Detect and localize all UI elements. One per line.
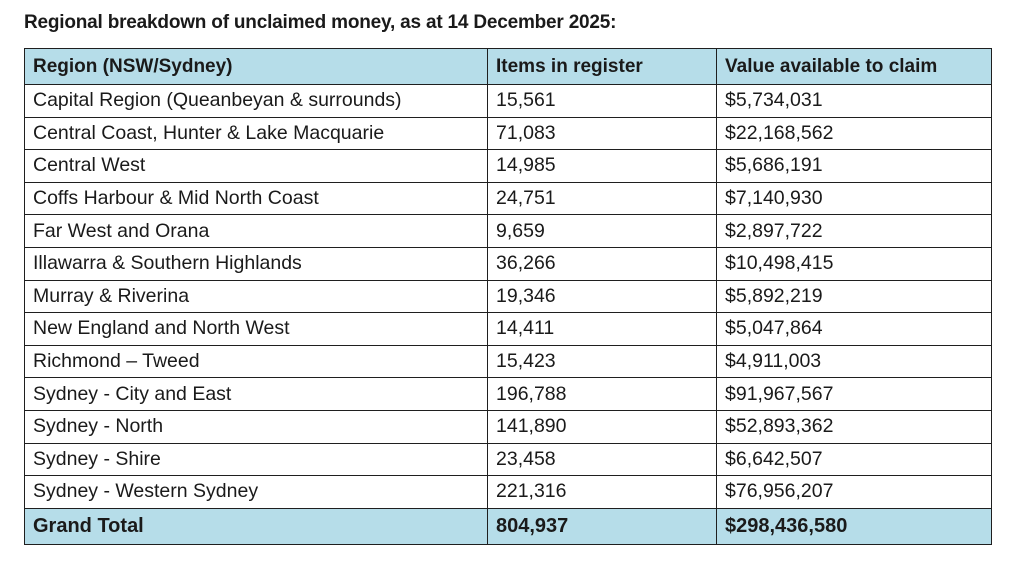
items-cell: 71,083 [487, 116, 717, 151]
items-cell: 19,346 [487, 279, 717, 314]
items-cell: 36,266 [487, 246, 717, 281]
table-row: Coffs Harbour & Mid North Coast 24,751 $… [24, 181, 992, 216]
items-cell: 23,458 [487, 442, 717, 477]
table-row: Sydney - Western Sydney 221,316 $76,956,… [24, 475, 992, 509]
table-row: Capital Region (Queanbeyan & surrounds) … [24, 84, 992, 118]
table-row: Sydney - North 141,890 $52,893,362 [24, 409, 992, 444]
value-cell: $52,893,362 [716, 409, 992, 444]
items-cell: 15,561 [487, 84, 717, 118]
items-cell: 15,423 [487, 344, 717, 379]
value-cell: $5,047,864 [716, 312, 992, 346]
table-caption: Regional breakdown of unclaimed money, a… [24, 12, 617, 33]
region-cell: Richmond – Tweed [24, 344, 488, 379]
value-cell: $22,168,562 [716, 116, 992, 151]
value-cell: $2,897,722 [716, 214, 992, 248]
region-cell: Illawarra & Southern Highlands [24, 246, 488, 281]
region-cell: Murray & Riverina [24, 279, 488, 314]
table-row: Central Coast, Hunter & Lake Macquarie 7… [24, 116, 992, 151]
items-cell: 14,411 [487, 312, 717, 346]
table-row: Illawarra & Southern Highlands 36,266 $1… [24, 246, 992, 281]
table-row: Far West and Orana 9,659 $2,897,722 [24, 214, 992, 248]
column-header-value: Value available to claim [716, 48, 992, 85]
region-cell: Central West [24, 149, 488, 183]
table-header: Region (NSW/Sydney) Items in register Va… [24, 48, 992, 85]
region-cell: Sydney - Shire [24, 442, 488, 477]
table-footer: Grand Total 804,937 $298,436,580 [24, 507, 992, 545]
grand-total-value: $298,436,580 [716, 507, 992, 545]
value-cell: $76,956,207 [716, 475, 992, 509]
table-row: Central West 14,985 $5,686,191 [24, 149, 992, 183]
value-cell: $91,967,567 [716, 377, 992, 411]
items-cell: 221,316 [487, 475, 717, 509]
items-cell: 9,659 [487, 214, 717, 248]
header-row: Region (NSW/Sydney) Items in register Va… [24, 48, 992, 85]
items-cell: 141,890 [487, 409, 717, 444]
unclaimed-money-table: Region (NSW/Sydney) Items in register Va… [24, 48, 992, 545]
table-row: Sydney - Shire 23,458 $6,642,507 [24, 442, 992, 477]
region-cell: Sydney - Western Sydney [24, 475, 488, 509]
value-cell: $4,911,003 [716, 344, 992, 379]
region-cell: Sydney - City and East [24, 377, 488, 411]
region-cell: Coffs Harbour & Mid North Coast [24, 181, 488, 216]
region-cell: Far West and Orana [24, 214, 488, 248]
region-cell: Sydney - North [24, 409, 488, 444]
region-cell: Capital Region (Queanbeyan & surrounds) [24, 84, 488, 118]
grand-total-row: Grand Total 804,937 $298,436,580 [24, 507, 992, 545]
region-cell: New England and North West [24, 312, 488, 346]
items-cell: 14,985 [487, 149, 717, 183]
value-cell: $5,892,219 [716, 279, 992, 314]
region-cell: Central Coast, Hunter & Lake Macquarie [24, 116, 488, 151]
table-row: Sydney - City and East 196,788 $91,967,5… [24, 377, 992, 411]
value-cell: $7,140,930 [716, 181, 992, 216]
value-cell: $6,642,507 [716, 442, 992, 477]
items-cell: 196,788 [487, 377, 717, 411]
grand-total-label: Grand Total [24, 507, 488, 545]
value-cell: $5,686,191 [716, 149, 992, 183]
table-row: Richmond – Tweed 15,423 $4,911,003 [24, 344, 992, 379]
value-cell: $10,498,415 [716, 246, 992, 281]
table-row: New England and North West 14,411 $5,047… [24, 312, 992, 346]
column-header-region: Region (NSW/Sydney) [24, 48, 488, 85]
value-cell: $5,734,031 [716, 84, 992, 118]
table-body: Capital Region (Queanbeyan & surrounds) … [24, 84, 992, 509]
grand-total-items: 804,937 [487, 507, 717, 545]
items-cell: 24,751 [487, 181, 717, 216]
column-header-items: Items in register [487, 48, 717, 85]
table-row: Murray & Riverina 19,346 $5,892,219 [24, 279, 992, 314]
